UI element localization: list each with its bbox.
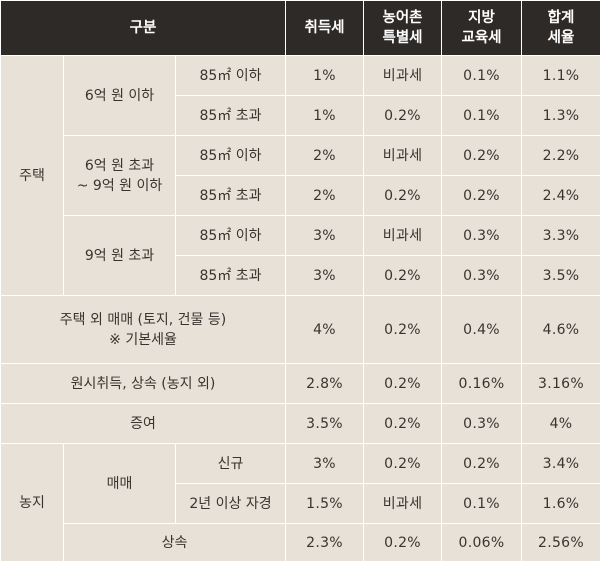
education-tax-value: 0.2% (442, 136, 522, 176)
header-acquisition-tax: 취득세 (286, 1, 364, 56)
education-tax-value: 0.1% (442, 96, 522, 136)
rural-tax-value: 0.2% (364, 256, 442, 296)
group-gift: 증여 (1, 404, 286, 444)
acquisition-tax-value: 2% (286, 176, 364, 216)
acquisition-tax-value: 2.3% (286, 524, 364, 562)
group-under-600m: 6억 원 이하 (64, 56, 176, 136)
group-farm-inherit: 상속 (64, 524, 286, 562)
total-rate-value: 2.56% (522, 524, 600, 562)
area-label: 85㎡ 초과 (176, 176, 286, 216)
education-tax-value: 0.3% (442, 256, 522, 296)
acquisition-tax-value: 3% (286, 256, 364, 296)
group-non-housing: 주택 외 매매 (토지, 건물 등) ※ 기본세율 (1, 296, 286, 364)
table-row: 원시취득, 상속 (농지 외) 2.8% 0.2% 0.16% 3.16% (1, 364, 600, 404)
total-rate-value: 3.3% (522, 216, 600, 256)
group-over-900m: 9억 원 초과 (64, 216, 176, 296)
total-rate-value: 4.6% (522, 296, 600, 364)
header-row: 구분 취득세 농어촌 특별세 지방 교육세 합계 세율 (1, 1, 600, 56)
table-row: 주택 외 매매 (토지, 건물 등) ※ 기본세율 4% 0.2% 0.4% 4… (1, 296, 600, 364)
education-tax-value: 0.06% (442, 524, 522, 562)
area-label: 85㎡ 이하 (176, 136, 286, 176)
group-housing: 주택 (1, 56, 64, 296)
total-rate-value: 2.2% (522, 136, 600, 176)
total-rate-value: 1.1% (522, 56, 600, 96)
total-rate-value: 4% (522, 404, 600, 444)
total-rate-value: 3.16% (522, 364, 600, 404)
acquisition-tax-value: 2% (286, 136, 364, 176)
table-row: 6억 원 초과 ~ 9억 원 이하 85㎡ 이하 2% 비과세 0.2% 2.2… (1, 136, 600, 176)
rural-tax-value: 0.2% (364, 444, 442, 484)
table-row: 증여 3.5% 0.2% 0.3% 4% (1, 404, 600, 444)
education-tax-value: 0.2% (442, 444, 522, 484)
group-farmland: 농지 (1, 444, 64, 562)
acquisition-tax-value: 3.5% (286, 404, 364, 444)
header-rural-tax: 농어촌 특별세 (364, 1, 442, 56)
rural-tax-value: 0.2% (364, 364, 442, 404)
acquisition-tax-value: 3% (286, 216, 364, 256)
rural-tax-value: 비과세 (364, 216, 442, 256)
rural-tax-value: 0.2% (364, 96, 442, 136)
group-600m-to-900m: 6억 원 초과 ~ 9억 원 이하 (64, 136, 176, 216)
table-row: 9억 원 초과 85㎡ 이하 3% 비과세 0.3% 3.3% (1, 216, 600, 256)
area-label: 85㎡ 초과 (176, 96, 286, 136)
rural-tax-value: 비과세 (364, 136, 442, 176)
area-label: 85㎡ 초과 (176, 256, 286, 296)
rural-tax-value: 0.2% (364, 296, 442, 364)
area-label: 85㎡ 이하 (176, 56, 286, 96)
farm-sale-type: 2년 이상 자경 (176, 484, 286, 524)
education-tax-value: 0.3% (442, 404, 522, 444)
acquisition-tax-value: 1% (286, 56, 364, 96)
acquisition-tax-value: 1.5% (286, 484, 364, 524)
total-rate-value: 1.6% (522, 484, 600, 524)
header-total-rate: 합계 세율 (522, 1, 600, 56)
education-tax-value: 0.3% (442, 216, 522, 256)
total-rate-value: 3.5% (522, 256, 600, 296)
education-tax-value: 0.16% (442, 364, 522, 404)
acquisition-tax-value: 2.8% (286, 364, 364, 404)
rural-tax-value: 0.2% (364, 404, 442, 444)
total-rate-value: 1.3% (522, 96, 600, 136)
header-category: 구분 (1, 1, 286, 56)
header-education-tax: 지방 교육세 (442, 1, 522, 56)
acquisition-tax-value: 1% (286, 96, 364, 136)
education-tax-value: 0.2% (442, 176, 522, 216)
total-rate-value: 2.4% (522, 176, 600, 216)
table-row: 주택 6억 원 이하 85㎡ 이하 1% 비과세 0.1% 1.1% (1, 56, 600, 96)
acquisition-tax-value: 3% (286, 444, 364, 484)
rural-tax-value: 0.2% (364, 524, 442, 562)
rural-tax-value: 비과세 (364, 484, 442, 524)
education-tax-value: 0.1% (442, 484, 522, 524)
total-rate-value: 3.4% (522, 444, 600, 484)
rural-tax-value: 비과세 (364, 56, 442, 96)
education-tax-value: 0.1% (442, 56, 522, 96)
acquisition-tax-value: 4% (286, 296, 364, 364)
table-row: 상속 2.3% 0.2% 0.06% 2.56% (1, 524, 600, 562)
group-farm-sale: 매매 (64, 444, 176, 524)
table-row: 농지 매매 신규 3% 0.2% 0.2% 3.4% (1, 444, 600, 484)
group-original-inherit: 원시취득, 상속 (농지 외) (1, 364, 286, 404)
farm-sale-type: 신규 (176, 444, 286, 484)
rural-tax-value: 0.2% (364, 176, 442, 216)
education-tax-value: 0.4% (442, 296, 522, 364)
area-label: 85㎡ 이하 (176, 216, 286, 256)
